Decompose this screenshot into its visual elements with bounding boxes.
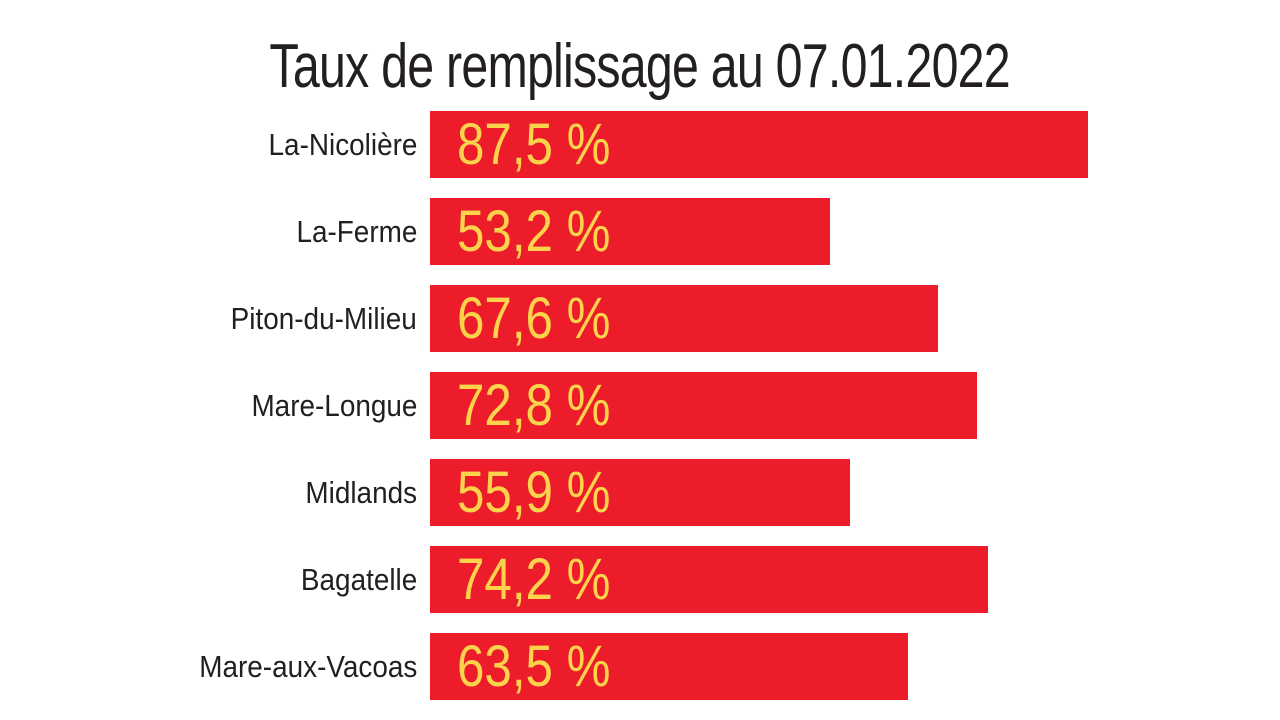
bar-track: 72,8 % [430,372,1182,439]
bar-chart: La-Nicolière 87,5 % La-Ferme 53,2 % Pito… [0,111,1280,720]
bar-value-label: 67,6 % [457,285,611,351]
bar-row: Bagatelle 74,2 % [0,546,1280,613]
bar-row: Piton-du-Milieu 67,6 % [0,285,1280,352]
category-label: La-Nicolière [268,127,417,162]
chart-title-text: Taux de remplissage au 07.01.2022 [269,32,1011,101]
category-label: Mare-Longue [251,388,417,423]
bar-row: La-Nicolière 87,5 % [0,111,1280,178]
chart-title: Taux de remplissage au 07.01.2022 [0,36,1280,98]
bar-value-label: 55,9 % [457,459,611,525]
bar-value-label: 87,5 % [457,111,611,177]
category-label: Bagatelle [300,562,417,597]
bar-row: La-Ferme 53,2 % [0,198,1280,265]
bar-value-label: 53,2 % [457,198,611,264]
bar: 53,2 % [430,198,831,265]
bar-track: 63,5 % [430,633,1182,700]
bar-track: 67,6 % [430,285,1182,352]
bar: 55,9 % [430,459,851,526]
bar: 74,2 % [430,546,988,613]
bar: 63,5 % [430,633,908,700]
bar-row: Mare-aux-Vacoas 63,5 % [0,633,1280,700]
bar-row: Mare-Longue 72,8 % [0,372,1280,439]
category-label: La-Ferme [296,214,417,249]
category-label: Piton-du-Milieu [230,301,417,336]
bar: 67,6 % [430,285,939,352]
bar-track: 53,2 % [430,198,1182,265]
bar-track: 87,5 % [430,111,1182,178]
bar-value-label: 74,2 % [457,546,611,612]
bar-track: 74,2 % [430,546,1182,613]
bar-track: 55,9 % [430,459,1182,526]
category-label: Midlands [305,475,417,510]
bar: 87,5 % [430,111,1088,178]
bar: 72,8 % [430,372,978,439]
bar-row: Midlands 55,9 % [0,459,1280,526]
bar-value-label: 63,5 % [457,633,611,699]
bar-value-label: 72,8 % [457,372,611,438]
category-label: Mare-aux-Vacoas [198,649,417,684]
